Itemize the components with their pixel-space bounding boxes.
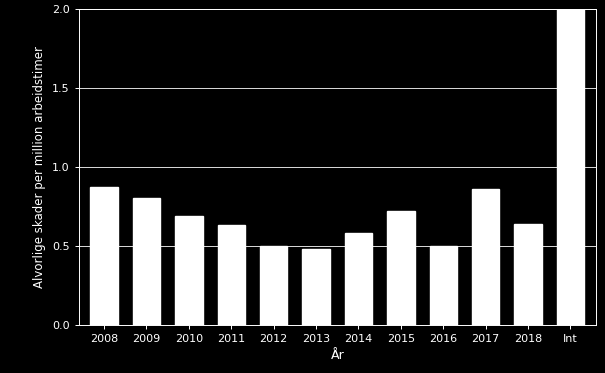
Bar [472, 189, 500, 325]
X-axis label: År: År [330, 349, 344, 362]
Bar [514, 224, 542, 325]
Bar [260, 246, 287, 325]
Bar [90, 187, 118, 325]
Y-axis label: Alvorlige skader per million arbeidstimer: Alvorlige skader per million arbeidstime… [33, 46, 47, 288]
Bar [345, 233, 372, 325]
Bar [557, 9, 584, 325]
Bar [132, 198, 160, 325]
Bar [302, 249, 330, 325]
Bar [218, 225, 245, 325]
Bar [387, 211, 414, 325]
Bar [430, 246, 457, 325]
Bar [175, 216, 203, 325]
